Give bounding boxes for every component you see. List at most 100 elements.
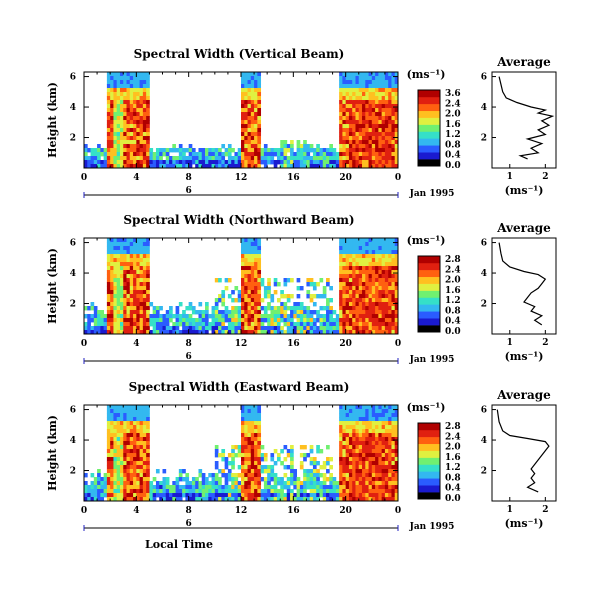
heatmap-cell — [352, 461, 356, 466]
heatmap-cell — [129, 473, 134, 478]
heatmap-cell — [358, 461, 363, 466]
heatmap-cell — [388, 282, 392, 287]
heatmap-cell — [146, 485, 150, 490]
heatmap-cell — [139, 409, 144, 414]
heatmap-cell — [169, 330, 173, 335]
heatmap-cell — [273, 278, 278, 283]
heatmap-cell — [394, 258, 399, 263]
heatmap-cell — [283, 322, 288, 327]
heatmap-cell — [303, 164, 307, 169]
heatmap-cell — [178, 156, 183, 161]
heatmap-cell — [365, 80, 369, 85]
heatmap-cell — [129, 477, 134, 482]
heatmap-cell — [119, 164, 124, 169]
heatmap-cell — [375, 489, 379, 494]
heatmap-cell — [365, 124, 369, 129]
heatmap-cell — [244, 489, 248, 494]
heatmap-cell — [93, 493, 98, 498]
heatmap-cell — [93, 152, 98, 157]
heatmap-cell — [110, 128, 114, 133]
heatmap-cell — [368, 461, 373, 466]
heatmap-cell — [371, 152, 376, 157]
heatmap-cell — [113, 108, 118, 113]
heatmap-cell — [319, 326, 324, 331]
colorbar-segment — [418, 152, 440, 160]
heatmap-cell — [182, 164, 186, 169]
heatmap-cell — [126, 266, 131, 271]
heatmap-cell — [224, 148, 229, 153]
heatmap-cell — [362, 104, 366, 109]
heatmap-cell — [254, 497, 258, 502]
heatmap-cell — [312, 160, 317, 165]
heatmap-cell — [247, 266, 252, 271]
heatmap-cell — [126, 148, 131, 153]
heatmap-cell — [126, 294, 131, 299]
heatmap-cell — [224, 152, 229, 157]
heatmap-cell — [371, 84, 376, 89]
heatmap-cell — [205, 306, 209, 311]
heatmap-cell — [358, 421, 363, 426]
heatmap-cell — [280, 140, 284, 145]
heatmap-cell — [270, 465, 275, 470]
heatmap-cell — [388, 278, 392, 283]
heatmap-cell — [142, 485, 147, 490]
heatmap-cell — [335, 493, 340, 498]
heatmap-cell — [381, 84, 386, 89]
heatmap-cell — [280, 152, 284, 157]
heatmap-cell — [103, 330, 108, 335]
heatmap-cell — [201, 318, 206, 323]
heatmap-cell — [113, 433, 118, 438]
heatmap-cell — [312, 493, 317, 498]
heatmap-cell — [221, 160, 226, 165]
heatmap-cell — [378, 136, 383, 141]
heatmap-cell — [116, 76, 121, 81]
heatmap-cell — [378, 108, 383, 113]
heatmap-cell — [93, 318, 98, 323]
heatmap-cell — [375, 302, 379, 307]
heatmap-cell — [384, 250, 389, 255]
heatmap-cell — [146, 84, 150, 89]
heatmap-cell — [257, 152, 262, 157]
heatmap-cell — [123, 441, 127, 446]
heatmap-cell — [139, 254, 144, 259]
heatmap-cell — [182, 156, 186, 161]
heatmap-cell — [136, 286, 140, 291]
heatmap-cell — [391, 433, 396, 438]
heatmap-cell — [375, 80, 379, 85]
heatmap-cell — [384, 140, 389, 145]
heatmap-cell — [345, 132, 350, 137]
heatmap-cell — [113, 417, 118, 422]
heatmap-cell — [191, 148, 196, 153]
heatmap-cell — [126, 96, 131, 101]
heatmap-cell — [339, 160, 343, 165]
heatmap-cell — [384, 84, 389, 89]
heatmap-cell — [241, 144, 245, 149]
heatmap-cell — [342, 477, 347, 482]
heatmap-cell — [381, 310, 386, 315]
heatmap-cell — [365, 120, 369, 125]
heatmap-cell — [394, 238, 399, 243]
heatmap-cell — [381, 282, 386, 287]
heatmap-cell — [149, 330, 154, 335]
heatmap-cell — [221, 473, 226, 478]
heatmap-cell — [257, 318, 262, 323]
heatmap-cell — [326, 278, 330, 283]
heatmap-cell — [234, 322, 239, 327]
heatmap-cell — [142, 128, 147, 133]
heatmap-cell — [299, 310, 304, 315]
heatmap-cell — [286, 465, 291, 470]
heatmap-cell — [375, 136, 379, 141]
heatmap-cell — [332, 330, 337, 335]
heatmap-cell — [316, 318, 320, 323]
heatmap-cell — [136, 481, 140, 486]
heatmap-cell — [286, 330, 291, 335]
heatmap-cell — [126, 274, 131, 279]
heatmap-cell — [237, 322, 242, 327]
heatmap-cell — [244, 497, 248, 502]
heatmap-cell — [113, 405, 118, 410]
heatmap-cell — [231, 314, 235, 319]
heatmap-cell — [97, 314, 101, 319]
heatmap-cell — [339, 453, 343, 458]
heatmap-cell — [247, 302, 252, 307]
heatmap-cell — [257, 148, 262, 153]
